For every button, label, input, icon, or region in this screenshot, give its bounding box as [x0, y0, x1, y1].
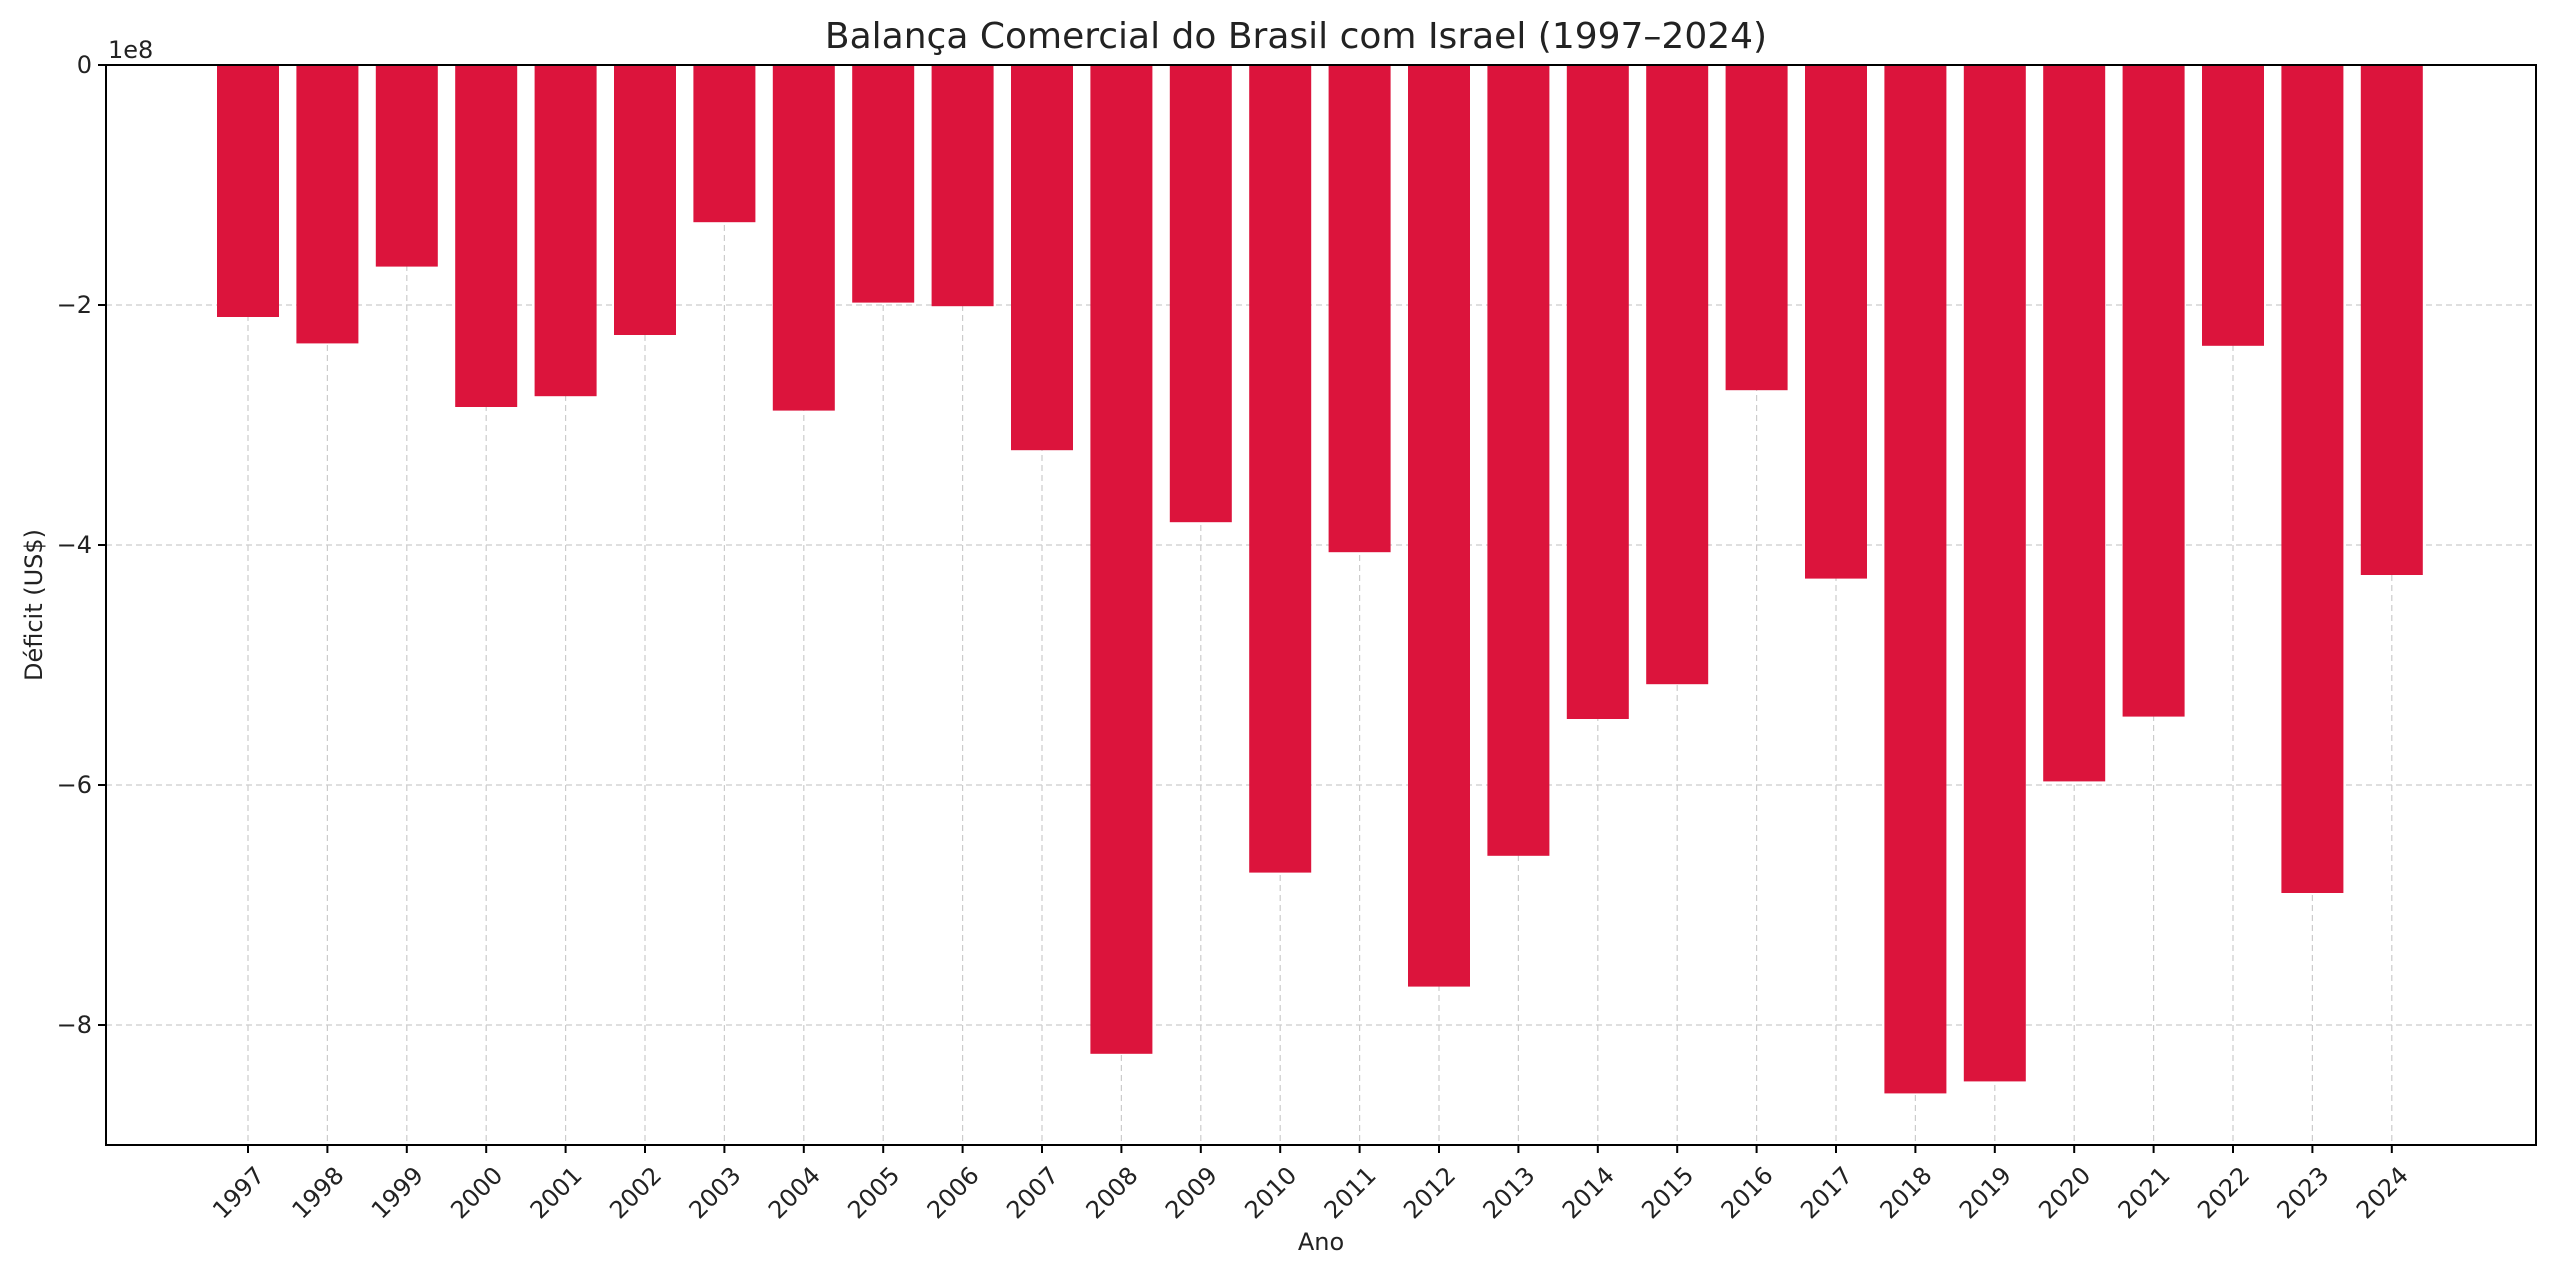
- x-tick-label: 1997: [207, 1161, 270, 1224]
- x-tick-label: 2008: [1081, 1161, 1144, 1224]
- x-tick-label: 2021: [2113, 1161, 2176, 1224]
- y-tick-label: −8: [57, 1011, 92, 1039]
- bar-2023: [2281, 65, 2344, 893]
- x-axis-label: Ano: [1298, 1228, 1344, 1256]
- x-tick-label: 2022: [2192, 1161, 2255, 1224]
- bar-2014: [1566, 65, 1629, 719]
- y-axis-label: Déficit (US$): [20, 529, 48, 681]
- bar-2016: [1725, 65, 1788, 391]
- x-tick-label: 2019: [1954, 1161, 2017, 1224]
- bars: [217, 65, 2423, 1094]
- x-axis: 1997 1998 1999 2000 2001 2002 2003 2004 2005 2006…: [207, 1145, 2414, 1224]
- bar-2012: [1408, 65, 1470, 987]
- x-tick-label: 2009: [1160, 1161, 1223, 1224]
- y-axis: 0 −2 −4 −6 −8: [57, 51, 106, 1039]
- x-tick-label: 2020: [2033, 1161, 2096, 1224]
- x-tick-label: 1998: [287, 1161, 350, 1224]
- y-tick-label: −2: [57, 291, 92, 319]
- bar-1997: [217, 65, 279, 317]
- bar-2021: [2122, 65, 2185, 717]
- x-tick-label: 2011: [1319, 1161, 1382, 1224]
- x-tick-label: 2017: [1795, 1161, 1858, 1224]
- bar-2002: [614, 65, 676, 335]
- bar-2019: [1963, 65, 2026, 1082]
- x-tick-label: 2023: [2272, 1161, 2335, 1224]
- bar-2008: [1090, 65, 1153, 1054]
- bar-2018: [1884, 65, 1947, 1094]
- bar-2003: [693, 65, 756, 223]
- x-tick-label: 2007: [1001, 1161, 1064, 1224]
- x-tick-label: 2012: [1398, 1161, 1461, 1224]
- bar-2020: [2043, 65, 2106, 782]
- x-tick-label: 2004: [763, 1161, 826, 1224]
- x-tick-label: 2018: [1875, 1161, 1938, 1224]
- bar-2013: [1487, 65, 1550, 856]
- x-tick-label: 2010: [1239, 1161, 1302, 1224]
- y-tick-label: −6: [57, 771, 92, 799]
- bar-2005: [852, 65, 915, 303]
- x-tick-label: 2014: [1557, 1161, 1620, 1224]
- x-tick-label: 2024: [2351, 1161, 2414, 1224]
- x-tick-label: 2000: [445, 1161, 508, 1224]
- x-tick-label: 2002: [604, 1161, 667, 1224]
- bar-2006: [931, 65, 994, 307]
- x-tick-label: 2016: [1716, 1161, 1779, 1224]
- x-tick-label: 2006: [922, 1161, 985, 1224]
- bar-2000: [455, 65, 518, 407]
- y-offset-label: 1e8: [108, 36, 153, 64]
- x-tick-label: 2013: [1478, 1161, 1541, 1224]
- x-tick-label: 1999: [366, 1161, 429, 1224]
- bar-2015: [1646, 65, 1709, 685]
- x-tick-label: 2001: [525, 1161, 588, 1224]
- y-tick-label: −4: [57, 531, 92, 559]
- bar-2022: [2202, 65, 2264, 346]
- chart-title: Balança Comercial do Brasil com Israel (…: [825, 16, 1767, 57]
- bar-2001: [534, 65, 597, 397]
- bar-2024: [2360, 65, 2423, 575]
- x-tick-label: 2005: [842, 1161, 905, 1224]
- plot-frame: [105, 64, 2537, 1146]
- bar-2004: [772, 65, 835, 411]
- bar-2010: [1249, 65, 1312, 873]
- bar-2007: [1011, 65, 1073, 451]
- x-tick-label: 2015: [1636, 1161, 1699, 1224]
- bar-2017: [1805, 65, 1867, 579]
- x-tick-label: 2003: [684, 1161, 747, 1224]
- bar-2009: [1169, 65, 1232, 523]
- y-tick-label: 0: [77, 51, 92, 79]
- bar-1998: [296, 65, 359, 344]
- bar-1999: [375, 65, 438, 267]
- bar-2011: [1328, 65, 1391, 553]
